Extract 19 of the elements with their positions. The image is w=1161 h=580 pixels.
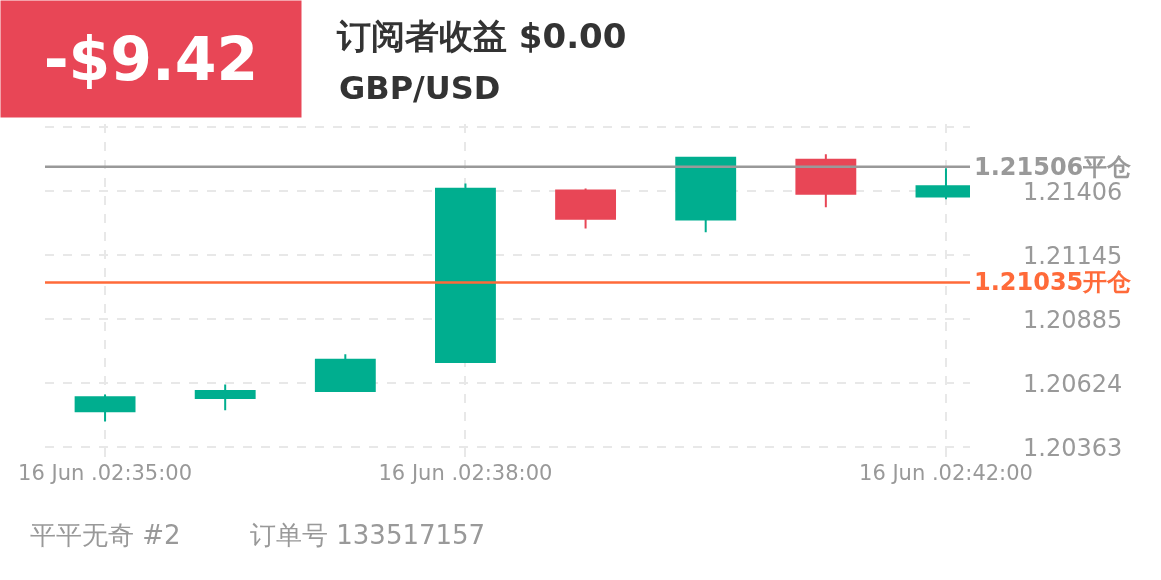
candlestick — [795, 153, 857, 209]
x-tick-label: 16 Jun .02:35:00 — [18, 461, 193, 485]
x-tick-label: 16 Jun .02:42:00 — [859, 461, 1033, 485]
chart-subtitle: GBP/USD — [339, 69, 501, 107]
candlestick — [555, 187, 617, 230]
candlestick — [314, 353, 376, 393]
text: -$9.42 — [43, 24, 259, 94]
y-tick-label: 1.20885 — [1023, 305, 1123, 334]
candlestick — [194, 383, 256, 412]
chart-title: 订阅者收益 $0.00 — [336, 15, 627, 56]
y-tick-label: 1.20624 — [1023, 369, 1123, 398]
ref-line-label: 1.21035开仓 — [974, 268, 1133, 296]
candlestick — [74, 393, 136, 423]
candlestick — [675, 156, 737, 234]
y-tick-label: 1.21145 — [1023, 241, 1123, 270]
x-tick-label: 16 Jun .02:38:00 — [378, 461, 553, 485]
text: 订单号 133517157 — [250, 520, 486, 550]
y-tick-label: 1.20363 — [1023, 433, 1123, 462]
text: 平平无奇 #2 — [30, 520, 181, 550]
